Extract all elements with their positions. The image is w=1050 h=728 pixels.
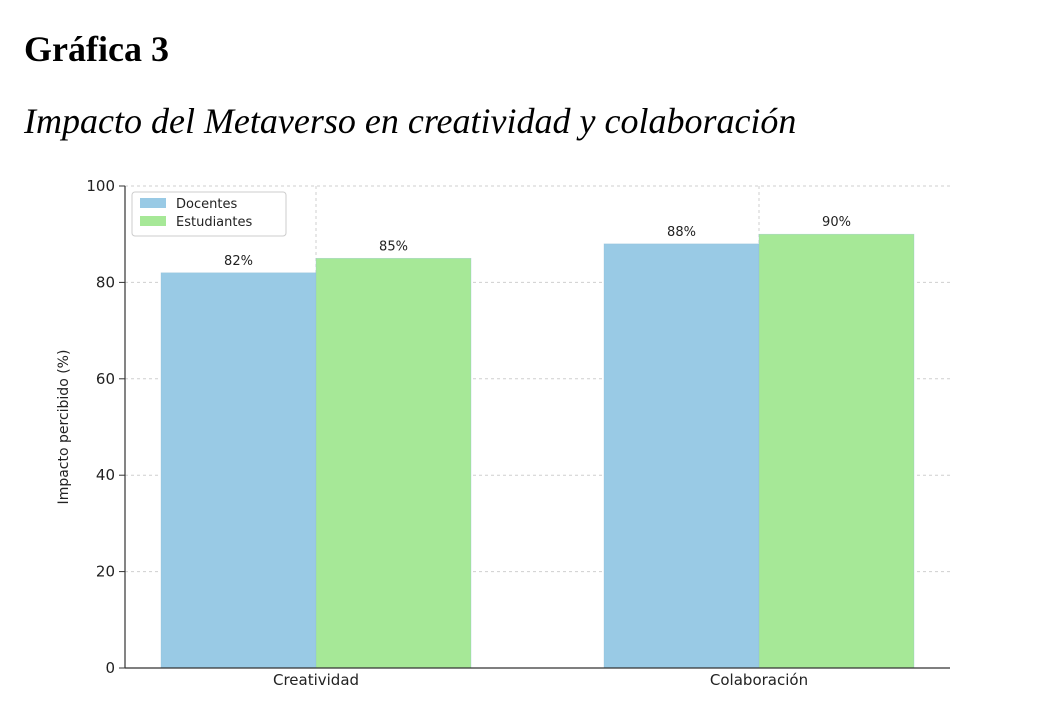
bar-estudiantes-colaboración (758, 233, 915, 669)
figure-title: Impacto del Metaverso en creatividad y c… (24, 101, 797, 141)
y-tick-label: 40 (96, 466, 115, 484)
bar-value-label: 90% (822, 215, 851, 230)
x-tick-label: Creatividad (273, 671, 359, 689)
bars (160, 233, 915, 669)
legend-swatch (140, 216, 166, 226)
legend-label: Docentes (176, 197, 237, 212)
legend-label: Estudiantes (176, 215, 252, 230)
bar-docentes-creatividad (160, 272, 317, 669)
y-tick-label: 80 (96, 273, 115, 291)
y-tick-label: 100 (86, 177, 115, 195)
axes: 0 20 40 60 80 100 Creatividad Colaboración Impac… (56, 177, 950, 689)
bar-labels: 82% 85% 88% 90% (224, 215, 851, 269)
bar-value-label: 82% (224, 254, 253, 269)
y-tick-label: 60 (96, 370, 115, 388)
legend-swatch (140, 198, 166, 208)
y-tick-label: 0 (105, 659, 115, 677)
bar-value-label: 85% (379, 239, 408, 254)
bar-value-label: 88% (667, 225, 696, 240)
y-tick-label: 20 (96, 563, 115, 581)
bar-estudiantes-creatividad (315, 257, 472, 669)
legend-box (131, 191, 287, 237)
legend: Docentes Estudiantes (131, 191, 287, 237)
x-tick-label: Colaboración (710, 671, 808, 689)
y-axis-title: Impacto percibido (%) (56, 350, 72, 505)
bar-docentes-colaboración (603, 243, 760, 669)
figure-label: Gráfica 3 (24, 29, 169, 69)
